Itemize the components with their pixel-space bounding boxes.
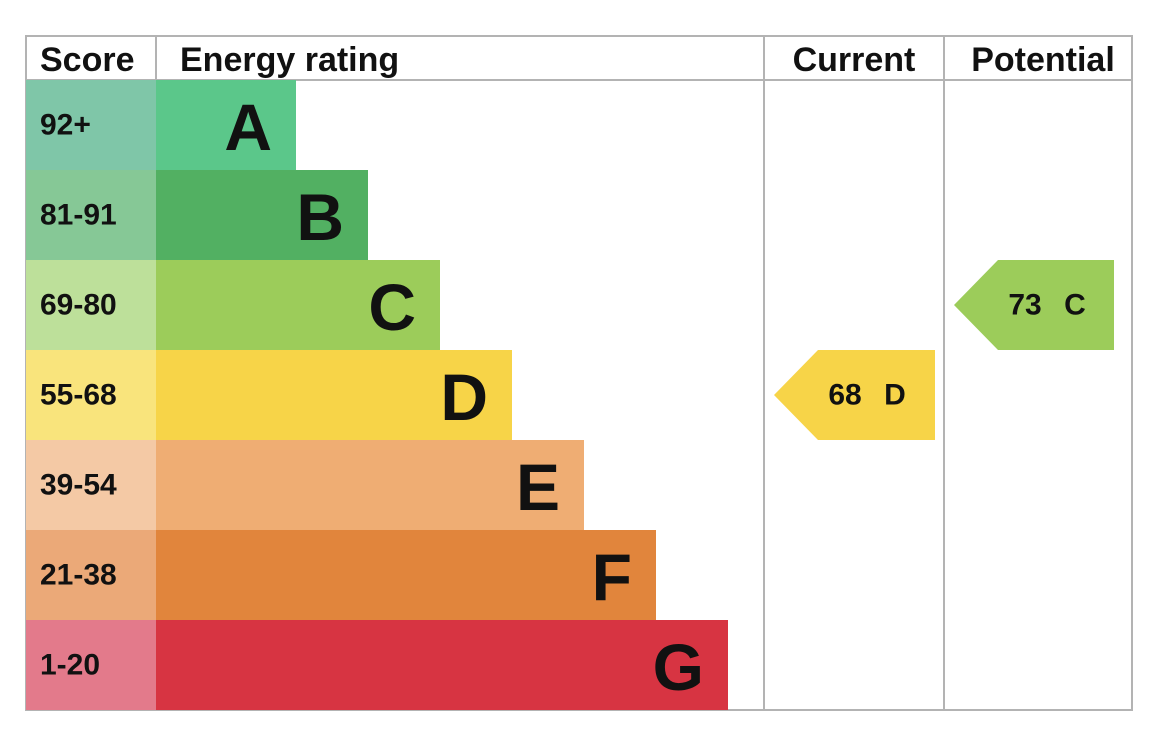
rating-bar	[156, 350, 512, 440]
score-label: 92+	[40, 109, 91, 142]
potential-letter: C	[1064, 289, 1086, 322]
header-current: Current	[793, 41, 916, 79]
rating-letter: A	[224, 90, 272, 164]
current-arrow	[774, 350, 935, 440]
rating-letter: G	[653, 630, 704, 704]
rating-bar	[156, 530, 656, 620]
rating-bar	[156, 80, 296, 170]
score-cell	[26, 350, 156, 440]
score-cell	[26, 80, 156, 170]
rating-bar	[156, 170, 368, 260]
rating-letter: C	[368, 270, 416, 344]
rating-letter: B	[296, 180, 344, 254]
current-value: 68	[828, 379, 861, 412]
score-label: 55-68	[40, 379, 117, 412]
potential-arrow	[954, 260, 1114, 350]
score-cell	[26, 530, 156, 620]
score-cell	[26, 620, 156, 710]
score-label: 81-91	[40, 199, 117, 232]
rating-bar	[156, 440, 584, 530]
header-rating: Energy rating	[180, 41, 399, 79]
score-cell	[26, 440, 156, 530]
rating-letter: D	[440, 360, 488, 434]
header-score: Score	[40, 41, 135, 79]
score-cell	[26, 170, 156, 260]
rating-letter: E	[516, 450, 560, 524]
potential-value: 73	[1008, 289, 1041, 322]
rating-letter: F	[592, 540, 632, 614]
score-label: 69-80	[40, 289, 117, 322]
score-label: 1-20	[40, 649, 100, 682]
rating-bar	[156, 620, 728, 710]
score-cell	[26, 260, 156, 350]
current-letter: D	[884, 379, 906, 412]
header-potential: Potential	[971, 41, 1115, 79]
score-label: 39-54	[40, 469, 117, 502]
score-label: 21-38	[40, 559, 117, 592]
rating-bar	[156, 260, 440, 350]
